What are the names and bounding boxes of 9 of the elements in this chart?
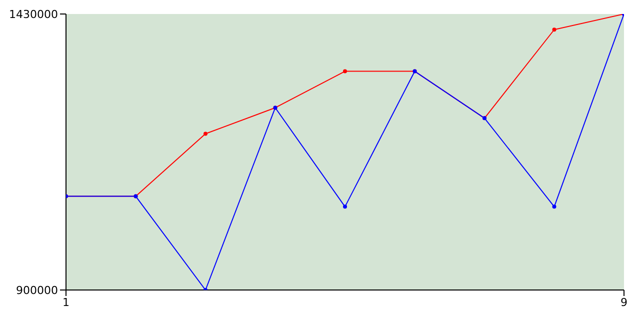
x-tick-label: 9 — [620, 296, 628, 309]
point — [343, 69, 347, 74]
y-tick-label: 1430000 — [9, 8, 58, 21]
point — [552, 28, 556, 32]
x-tick-label: 1 — [62, 296, 70, 309]
point — [343, 204, 347, 209]
point — [204, 132, 208, 136]
y-tick-label: 900000 — [16, 284, 58, 297]
point — [552, 204, 556, 209]
